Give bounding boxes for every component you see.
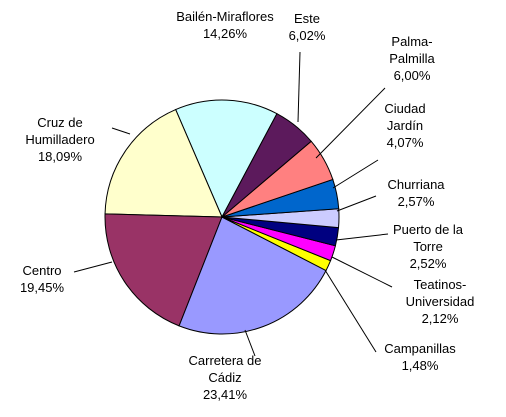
slice-label: Cruz de Humilladero 18,09% (5, 114, 115, 165)
value-label: 1,48% (401, 358, 439, 373)
category-label: Teatinos-Universidad (405, 277, 475, 309)
slice-label: Puerto de la Torre 2,52% (381, 221, 476, 272)
value-label: 2,57% (397, 194, 435, 209)
leader-lines (73, 51, 393, 357)
pie-slice (104, 108, 223, 218)
leader-line (297, 51, 301, 123)
category-label: Churriana (387, 177, 445, 192)
pie-slice (174, 99, 278, 219)
pie-slice (104, 213, 223, 327)
pie-slice (178, 216, 327, 335)
leader-line (335, 233, 389, 241)
value-label: 18,09% (37, 149, 83, 164)
value-label: 4,07% (386, 135, 424, 150)
slice-label: Bailén-Miraflores 14,26% (170, 8, 280, 42)
value-label: 2,12% (421, 311, 459, 326)
slice-label: Teatinos-Universidad 2,12% (390, 276, 490, 327)
category-label: Centro (22, 263, 62, 278)
leader-line (331, 256, 393, 288)
pie-slice (221, 113, 312, 218)
value-label: 23,41% (202, 387, 248, 402)
slice-label: Centro 19,45% (7, 262, 77, 296)
category-label: Puerto de la Torre (392, 222, 464, 254)
value-label: 14,26% (202, 26, 248, 41)
leader-line (111, 127, 131, 135)
leader-line (73, 261, 113, 273)
leader-line (336, 195, 377, 212)
category-label: Este (293, 11, 320, 26)
value-label: 6,00% (393, 68, 431, 83)
value-label: 6,02% (288, 28, 326, 43)
category-label: Campanillas (384, 341, 456, 356)
value-label: 19,45% (19, 280, 65, 295)
slice-label: Ciudad Jardín 4,07% (370, 100, 440, 151)
category-label: Carretera de Cádiz (188, 353, 262, 385)
category-label: Cruz de Humilladero (25, 115, 95, 147)
slice-label: Churriana 2,57% (371, 176, 461, 210)
category-label: Ciudad Jardín (384, 101, 426, 133)
leader-line (332, 159, 379, 189)
value-label: 2,52% (409, 256, 447, 271)
leader-line (315, 87, 386, 159)
slice-label: Carretera de Cádiz 23,41% (178, 352, 273, 403)
slice-label: Campanillas 1,48% (370, 340, 470, 374)
leader-line (324, 269, 377, 353)
category-label: Bailén-Miraflores (176, 9, 274, 24)
category-label: Palma-Palmilla (389, 34, 435, 66)
slice-label: Este 6,02% (277, 10, 337, 44)
slice-label: Palma-Palmilla 6,00% (372, 33, 452, 84)
leader-line (244, 329, 256, 357)
